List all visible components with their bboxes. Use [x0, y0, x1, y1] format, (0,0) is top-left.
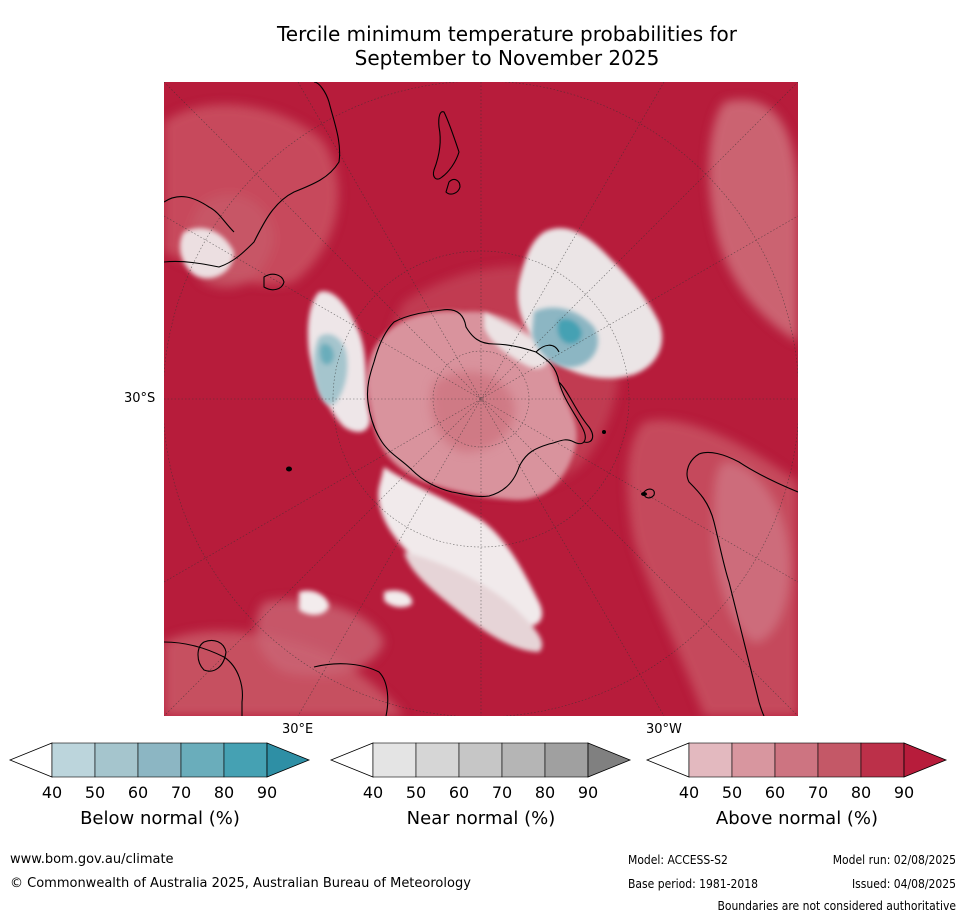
- colorbar-below-normal-tick-label: 60: [127, 783, 149, 802]
- colorbar-above-normal-tick-label: 60: [764, 783, 786, 802]
- colorbar-near-normal-tick-label: 60: [448, 783, 470, 802]
- footer-model-run: Model run: 02/08/2025: [832, 853, 956, 867]
- colorbar-near-normal-tick-label: 80: [534, 783, 556, 802]
- title-line-1: Tercile minimum temperature probabilitie…: [276, 22, 738, 46]
- footer-website[interactable]: www.bom.gov.au/climate: [10, 852, 174, 867]
- colorbar-near-normal: [329, 742, 632, 778]
- footer-disclaimer: Boundaries are not considered authoritat…: [717, 899, 956, 913]
- footer-copyright: © Commonwealth of Australia 2025, Austra…: [10, 876, 471, 891]
- title-line-2: September to November 2025: [354, 46, 660, 70]
- colorbar-below-normal-tick-label: 90: [256, 783, 278, 802]
- colorbar-below-normal-segment: [137, 742, 182, 778]
- colorbar-near-normal-tick-label: 50: [405, 783, 427, 802]
- colorbar-below-normal-segment: [94, 742, 139, 778]
- antarctica-coast: [366, 309, 586, 498]
- map-canvas: [164, 82, 798, 716]
- africa-coast: [164, 641, 389, 716]
- below-normal-areas: [313, 307, 598, 405]
- colorbar-near-normal-svg: [329, 742, 632, 778]
- colorbar-below-normal-lower-extend: [8, 742, 53, 778]
- new-zealand-coast: [432, 111, 461, 195]
- colorbar-near-normal-segment: [544, 742, 589, 778]
- colorbar-near-normal-segment: [501, 742, 546, 778]
- footer-base-period: Base period: 1981-2018: [628, 877, 759, 891]
- colorbar-above-normal-segment: [817, 742, 862, 778]
- colorbar-below-normal-tick-label: 40: [41, 783, 63, 802]
- colorbar-above-normal-segment: [860, 742, 905, 778]
- colorbar-below-normal-tick-label: 50: [84, 783, 106, 802]
- colorbar-above-normal-upper-extend: [903, 742, 948, 778]
- australia-coast: [164, 82, 341, 268]
- colorbar-near-normal-title: Near normal (%): [406, 808, 556, 829]
- antarctic-peninsula-coast: [535, 344, 594, 443]
- colorbar-near-normal-tick-label: 90: [577, 783, 599, 802]
- colorbar-above-normal-segment: [688, 742, 733, 778]
- latitude-label: 30°S: [124, 391, 156, 406]
- small-islands: [286, 430, 647, 496]
- colorbar-above-normal-title: Above normal (%): [715, 808, 879, 829]
- colorbar-below-normal: [8, 742, 311, 778]
- colorbar-above-normal-tick-label: 70: [807, 783, 829, 802]
- polar-map[interactable]: [164, 82, 798, 716]
- colorbar-above-normal-segment: [731, 742, 776, 778]
- footer-issued: Issued: 04/08/2025: [851, 877, 956, 891]
- colorbar-below-normal-svg: [8, 742, 311, 778]
- colorbar-above-normal-tick-label: 50: [721, 783, 743, 802]
- footer-model: Model: ACCESS-S2: [628, 853, 728, 867]
- colorbar-below-normal-segment: [51, 742, 96, 778]
- colorbar-above-normal-tick-label: 80: [850, 783, 872, 802]
- colorbar-near-normal-lower-extend: [329, 742, 374, 778]
- falklands-coast: [643, 488, 655, 499]
- graticule: [164, 82, 798, 716]
- colorbar-near-normal-tick-label: 70: [491, 783, 513, 802]
- colorbar-below-normal-segment: [223, 742, 268, 778]
- colorbar-above-normal-lower-extend: [645, 742, 690, 778]
- colorbar-near-normal-tick-label: 40: [362, 783, 384, 802]
- colorbar-below-normal-segment: [180, 742, 225, 778]
- tasmania-coast: [263, 273, 285, 291]
- colorbar-below-normal-upper-extend: [266, 742, 311, 778]
- colorbar-above-normal-tick-label: 40: [678, 783, 700, 802]
- colorbar-near-normal-segment: [372, 742, 417, 778]
- longitude-label-east: 30°E: [282, 722, 314, 737]
- colorbar-below-normal-tick-label: 70: [170, 783, 192, 802]
- coastlines: [164, 82, 798, 716]
- colorbar-below-normal-title: Below normal (%): [80, 808, 240, 829]
- colorbar-above-normal-tick-label: 90: [893, 783, 915, 802]
- chart-title: Tercile minimum temperature probabilitie…: [0, 22, 965, 70]
- south-america-coast: [686, 451, 798, 716]
- colorbar-near-normal-segment: [458, 742, 503, 778]
- colorbar-below-normal-tick-label: 80: [213, 783, 235, 802]
- colorbar-above-normal-svg: [645, 742, 948, 778]
- colorbar-above-normal-segment: [774, 742, 819, 778]
- madagascar-coast: [197, 639, 227, 672]
- colorbar-above-normal: [645, 742, 948, 778]
- colorbar-near-normal-segment: [415, 742, 460, 778]
- colorbar-near-normal-upper-extend: [587, 742, 632, 778]
- longitude-label-west: 30°W: [646, 722, 682, 737]
